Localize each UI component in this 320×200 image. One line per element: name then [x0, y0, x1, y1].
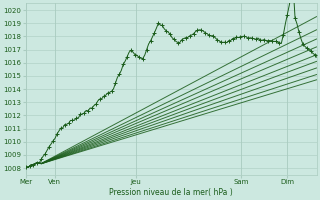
X-axis label: Pression niveau de la mer( hPa ): Pression niveau de la mer( hPa ) — [109, 188, 233, 197]
